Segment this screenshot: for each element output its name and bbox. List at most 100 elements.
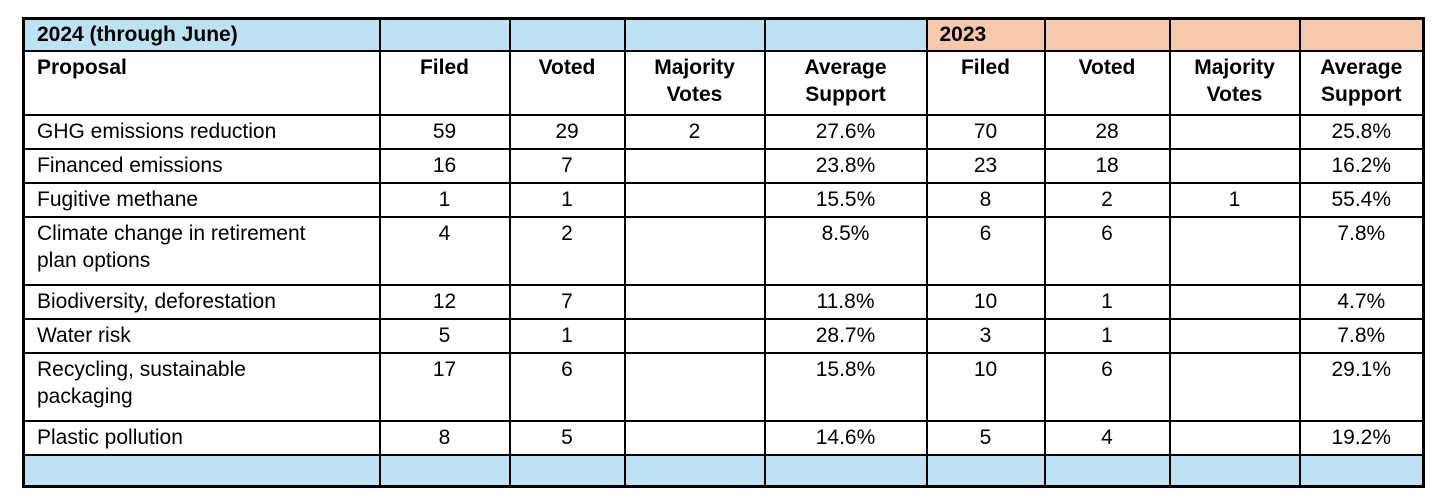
value-cell: 29.1% <box>1298 351 1425 422</box>
value-cell: 1 <box>1168 181 1301 218</box>
year-2024-spacer-cell <box>378 17 511 52</box>
value-cell <box>623 317 766 354</box>
col-header-majority-votes-2023: Majority Votes <box>1168 49 1301 116</box>
footer-spacer-cell <box>623 453 766 488</box>
value-cell: 17 <box>378 351 511 422</box>
footer-spacer-cell <box>1168 453 1301 488</box>
value-cell: 23 <box>925 147 1046 184</box>
proposal-cell: Financed emissions <box>22 147 381 184</box>
value-cell: 4.7% <box>1298 283 1425 320</box>
value-cell: 27.6% <box>763 113 928 150</box>
value-cell <box>1168 351 1301 422</box>
value-cell: 14.6% <box>763 419 928 456</box>
value-cell: 16 <box>378 147 511 184</box>
value-cell: 4 <box>378 215 511 286</box>
value-cell <box>623 351 766 422</box>
value-cell: 15.8% <box>763 351 928 422</box>
table-body: GHG emissions reduction 59 29 2 27.6% 70 28 25.… <box>22 113 1425 456</box>
value-cell: 5 <box>925 419 1046 456</box>
value-cell: 5 <box>378 317 511 354</box>
value-cell: 12 <box>378 283 511 320</box>
value-cell: 4 <box>1043 419 1171 456</box>
value-cell <box>1168 283 1301 320</box>
value-cell: 10 <box>925 351 1046 422</box>
footer-spacer-cell <box>508 453 626 488</box>
proposal-cell: Climate change in retirement plan option… <box>22 215 381 286</box>
footer-spacer-cell <box>378 453 511 488</box>
value-cell: 29 <box>508 113 626 150</box>
value-cell: 6 <box>1043 351 1171 422</box>
value-cell: 5 <box>508 419 626 456</box>
value-cell: 3 <box>925 317 1046 354</box>
value-cell: 1 <box>1043 317 1171 354</box>
year-2024-spacer-cell <box>508 17 626 52</box>
value-cell: 28.7% <box>763 317 928 354</box>
column-header-row: Proposal Filed Voted Majority Votes Aver… <box>22 49 1425 116</box>
table-row: Climate change in retirement plan option… <box>22 215 1425 286</box>
value-cell: 23.8% <box>763 147 928 184</box>
value-cell <box>1168 147 1301 184</box>
value-cell: 25.8% <box>1298 113 1425 150</box>
value-cell: 1 <box>1043 283 1171 320</box>
value-cell: 7.8% <box>1298 215 1425 286</box>
footer-spacer-cell <box>925 453 1046 488</box>
footer-row <box>22 453 1425 488</box>
footer-spacer-cell <box>763 453 928 488</box>
shareholder-proposals-table: 2024 (through June) 2023 Proposal Filed … <box>22 17 1425 489</box>
year-2023-spacer-cell <box>1298 17 1425 52</box>
value-cell: 55.4% <box>1298 181 1425 218</box>
proposal-cell: Water risk <box>22 317 381 354</box>
value-cell: 11.8% <box>763 283 928 320</box>
table-row: Recycling, sustainable packaging 17 6 15.8%… <box>22 351 1425 422</box>
value-cell <box>1168 215 1301 286</box>
value-cell: 7 <box>508 147 626 184</box>
value-cell: 7 <box>508 283 626 320</box>
col-header-majority-votes-2024: Majority Votes <box>623 49 766 116</box>
col-header-voted-2023: Voted <box>1043 49 1171 116</box>
value-cell: 16.2% <box>1298 147 1425 184</box>
value-cell <box>623 283 766 320</box>
value-cell: 6 <box>925 215 1046 286</box>
value-cell: 10 <box>925 283 1046 320</box>
value-cell: 8 <box>378 419 511 456</box>
col-header-proposal: Proposal <box>22 49 381 116</box>
value-cell: 18 <box>1043 147 1171 184</box>
year-2023-header: 2023 <box>925 17 1046 52</box>
value-cell: 6 <box>1043 215 1171 286</box>
value-cell: 19.2% <box>1298 419 1425 456</box>
col-header-filed-2024: Filed <box>378 49 511 116</box>
col-header-voted-2024: Voted <box>508 49 626 116</box>
proposal-cell: Plastic pollution <box>22 419 381 456</box>
year-2023-spacer-cell <box>1168 17 1301 52</box>
proposal-cell: Biodiversity, deforestation <box>22 283 381 320</box>
table-row: Fugitive methane 1 1 15.5% 8 2 1 55.4% <box>22 181 1425 218</box>
year-2023-spacer-cell <box>1043 17 1171 52</box>
table-row: Financed emissions 16 7 23.8% 23 18 16.2% <box>22 147 1425 184</box>
value-cell: 2 <box>623 113 766 150</box>
value-cell: 28 <box>1043 113 1171 150</box>
year-header-row: 2024 (through June) 2023 <box>22 17 1425 52</box>
proposal-cell: Fugitive methane <box>22 181 381 218</box>
col-header-filed-2023: Filed <box>925 49 1046 116</box>
value-cell: 70 <box>925 113 1046 150</box>
year-2024-header: 2024 (through June) <box>22 17 381 52</box>
value-cell: 15.5% <box>763 181 928 218</box>
col-header-average-support-2023: Average Support <box>1298 49 1425 116</box>
value-cell: 1 <box>378 181 511 218</box>
footer-spacer-cell <box>1298 453 1425 488</box>
value-cell: 7.8% <box>1298 317 1425 354</box>
footer-spacer-cell <box>1043 453 1171 488</box>
value-cell: 8 <box>925 181 1046 218</box>
table-row: Plastic pollution 8 5 14.6% 5 4 19.2% <box>22 419 1425 456</box>
value-cell: 1 <box>508 181 626 218</box>
shareholder-proposals-table-wrap: 2024 (through June) 2023 Proposal Filed … <box>22 17 1425 489</box>
value-cell <box>623 419 766 456</box>
value-cell: 2 <box>1043 181 1171 218</box>
table-row: Biodiversity, deforestation 12 7 11.8% 10 1 4.… <box>22 283 1425 320</box>
value-cell: 1 <box>508 317 626 354</box>
year-2024-spacer-cell <box>763 17 928 52</box>
year-2024-spacer-cell <box>623 17 766 52</box>
value-cell <box>1168 113 1301 150</box>
value-cell: 2 <box>508 215 626 286</box>
col-header-average-support-2024: Average Support <box>763 49 928 116</box>
